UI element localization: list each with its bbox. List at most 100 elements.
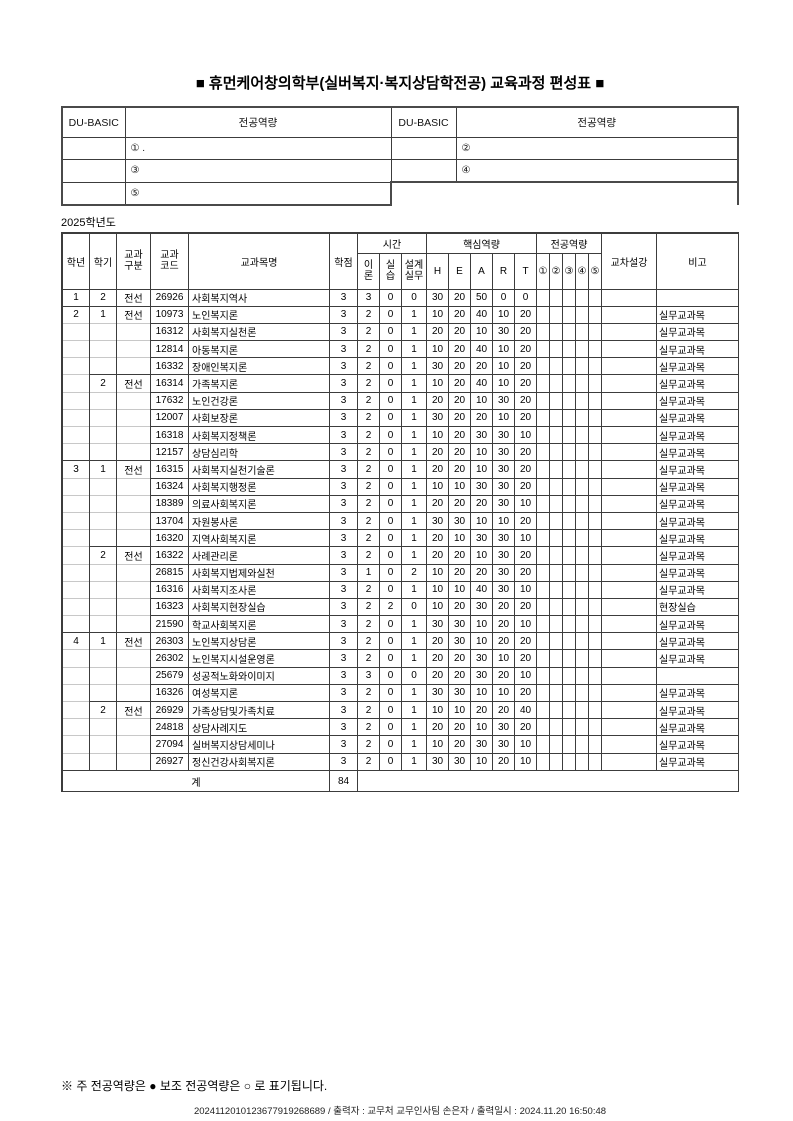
cell-year: 3: [62, 460, 90, 479]
curriculum-table: 학년 학기 교과 구분 교과 코드 교과목명 학점 시간 핵심역량 전공역량 교…: [62, 232, 739, 792]
cell-practice: 0: [379, 511, 402, 530]
cell-semester: [89, 666, 117, 685]
cell-course-name: 의료사회복지론: [188, 494, 330, 513]
cell-core-r: 30: [492, 546, 515, 564]
cell-major-5: [588, 374, 602, 393]
table-row: 2 전선 16322 사례관리론 3 2 0 1 20 20 10 30 20 실무교과목: [62, 546, 739, 564]
header-major-2: ②: [549, 252, 563, 290]
cell-major-1: [536, 563, 550, 582]
cell-course-name: 노인복지론: [188, 305, 330, 324]
cell-note: 실무교과목: [656, 649, 739, 668]
cell-major-2: [549, 443, 563, 461]
cell-practice: 0: [379, 666, 402, 685]
table-row: 1 2 전선 26926 사회복지역사 3 3 0 0 30 20 50 0 0: [62, 288, 739, 307]
curriculum-body: 1 2 전선 26926 사회복지역사 3 3 0 0 30 20 50 0 0 2 1 전선 10973 노인복지…: [62, 288, 739, 792]
cell-credits: 3: [329, 580, 358, 599]
cell-major-3: [562, 494, 576, 513]
cell-semester: 1: [89, 632, 117, 650]
cell-major-4: [575, 752, 589, 771]
cell-major-4: [575, 391, 589, 410]
cell-core-h: 20: [426, 443, 449, 461]
cell-major-3: [562, 529, 576, 547]
header-theory: 이 론: [357, 252, 380, 290]
cell-core-t: 10: [514, 735, 537, 754]
cell-cross-listing: [601, 649, 657, 668]
cell-practice: 0: [379, 580, 402, 599]
cell-theory: 2: [357, 597, 380, 616]
cell-major-1: [536, 735, 550, 754]
cell-course-type: [116, 529, 151, 547]
cell-major-2: [549, 615, 563, 633]
cell-course-type: [116, 408, 151, 427]
cell-course-type: [116, 494, 151, 513]
cell-major-4: [575, 563, 589, 582]
cell-major-3: [562, 700, 576, 719]
cell-major-2: [549, 288, 563, 307]
cell-core-r: 10: [492, 357, 515, 375]
cell-major-5: [588, 632, 602, 650]
cell-core-h: 10: [426, 340, 449, 358]
cell-core-e: 10: [448, 700, 471, 719]
cell-core-r: 30: [492, 391, 515, 410]
cell-core-e: 30: [448, 511, 471, 530]
cell-core-a: 30: [470, 735, 493, 754]
cell-semester: [89, 322, 117, 341]
cell-course-type: 전선: [116, 460, 151, 479]
cell-credits: 3: [329, 735, 358, 754]
cell-cross-listing: [601, 391, 657, 410]
cell-design-practice: 1: [401, 357, 427, 375]
cell-core-h: 10: [426, 700, 449, 719]
cell-core-r: 0: [492, 288, 515, 307]
cell-major-2: [549, 511, 563, 530]
cell-note: 실무교과목: [656, 305, 739, 324]
cell-core-h: 30: [426, 408, 449, 427]
cell-credits: 3: [329, 563, 358, 582]
header-major-1: ①: [536, 252, 550, 290]
cell-cross-listing: [601, 632, 657, 650]
cell-note: 실무교과목: [656, 460, 739, 479]
cell-major-1: [536, 305, 550, 324]
cell-course-name: 장애인복지론: [188, 357, 330, 375]
cell-core-h: 10: [426, 580, 449, 599]
cell-major-2: [549, 305, 563, 324]
cell-course-code: 16326: [150, 683, 189, 702]
cell-core-e: 10: [448, 580, 471, 599]
cell-core-t: 20: [514, 322, 537, 341]
competency-item-2: ②: [455, 137, 739, 160]
cell-course-name: 정신건강사회복지론: [188, 752, 330, 771]
header-course-name: 교과목명: [188, 232, 330, 290]
cell-practice: 0: [379, 340, 402, 358]
cell-note: 실무교과목: [656, 580, 739, 599]
cell-note: 실무교과목: [656, 511, 739, 530]
table-row: 26302 노인복지시설운영론 3 2 0 1 20 20 30 10 20 실무교과목: [62, 649, 739, 668]
header-course-code: 교과 코드: [150, 232, 189, 290]
cell-major-2: [549, 322, 563, 341]
cell-core-r: 30: [492, 494, 515, 513]
cell-core-t: 0: [514, 288, 537, 307]
cell-course-name: 사회복지역사: [188, 288, 330, 307]
cell-note: 실무교과목: [656, 477, 739, 496]
cell-course-type: [116, 563, 151, 582]
cell-major-5: [588, 735, 602, 754]
cell-design-practice: 2: [401, 563, 427, 582]
cell-design-practice: 1: [401, 340, 427, 358]
cell-credits: 3: [329, 615, 358, 633]
cell-course-code: 13704: [150, 511, 189, 530]
header-core-a: A: [470, 252, 493, 290]
cell-core-a: 30: [470, 666, 493, 685]
cell-major-5: [588, 649, 602, 668]
cell-major-3: [562, 511, 576, 530]
cell-course-type: [116, 391, 151, 410]
cell-major-3: [562, 443, 576, 461]
cell-core-r: 30: [492, 563, 515, 582]
header-course-type: 교과 구분: [116, 232, 151, 290]
cell-core-a: 10: [470, 391, 493, 410]
header-row-group: 학년 학기 교과 구분 교과 코드 교과목명 학점 시간 핵심역량 전공역량 교…: [62, 232, 739, 290]
competency-table: DU-BASIC 전공역량 DU-BASIC 전공역량 ① . ② ③ ④ ⑤: [61, 106, 739, 206]
cell-design-practice: 1: [401, 305, 427, 324]
cell-major-4: [575, 460, 589, 479]
cell-year: [62, 357, 90, 375]
cell-theory: 2: [357, 460, 380, 479]
cell-major-2: [549, 357, 563, 375]
header-time-group: 시간: [357, 232, 427, 254]
